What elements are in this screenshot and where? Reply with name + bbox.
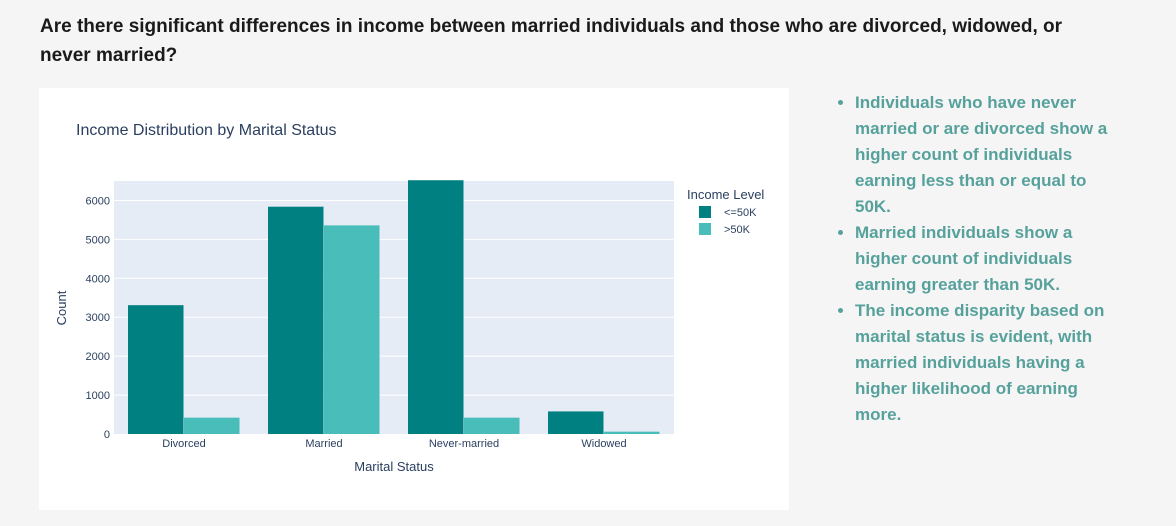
- question-heading: Are there significant differences in inc…: [40, 16, 1063, 66]
- bar-never-married-le50k[interactable]: [408, 180, 464, 434]
- x-tick-label: Married: [305, 438, 342, 450]
- bar-divorced-le50k[interactable]: [128, 305, 184, 434]
- insight-item: Married individuals show a higher count …: [855, 220, 1115, 298]
- insight-item: The income disparity based on marital st…: [855, 298, 1115, 428]
- legend[interactable]: Income Level <=50K >50K: [687, 187, 764, 236]
- y-tick-label: 0: [104, 429, 110, 441]
- insight-item: Individuals who have never married or ar…: [855, 90, 1115, 220]
- bar-divorced-gt50k[interactable]: [184, 417, 240, 434]
- legend-swatch[interactable]: [699, 223, 711, 235]
- legend-title: Income Level: [687, 187, 764, 202]
- legend-swatch[interactable]: [699, 206, 711, 218]
- insights-list: Individuals who have never married or ar…: [834, 90, 1115, 428]
- bar-married-le50k[interactable]: [268, 206, 324, 434]
- legend-label[interactable]: <=50K: [724, 207, 757, 219]
- chart-title: Income Distribution by Marital Status: [76, 122, 337, 139]
- bar-married-gt50k[interactable]: [324, 225, 380, 434]
- bar-widowed-gt50k[interactable]: [604, 431, 660, 434]
- y-axis-label: Count: [54, 290, 69, 325]
- y-tick-label: 4000: [86, 273, 110, 285]
- x-tick-label: Widowed: [581, 438, 626, 450]
- bar-chart: Income Distribution by Marital Status 0 1…: [54, 122, 764, 474]
- bar-widowed-le50k[interactable]: [548, 411, 604, 434]
- gridlines: [114, 199, 674, 396]
- x-tick-label: Divorced: [162, 438, 205, 450]
- x-axis-label: Marital Status: [354, 459, 434, 474]
- bars: [128, 180, 660, 434]
- bar-never-married-gt50k[interactable]: [464, 417, 520, 434]
- legend-label[interactable]: >50K: [724, 224, 751, 236]
- x-axis-ticks: Divorced Married Never-married Widowed: [162, 438, 626, 450]
- x-tick-label: Never-married: [429, 438, 499, 450]
- y-tick-label: 6000: [86, 195, 110, 207]
- y-tick-label: 5000: [86, 234, 110, 246]
- plot-area: [114, 181, 674, 434]
- y-tick-label: 3000: [86, 312, 110, 324]
- y-axis-ticks: 0 1000 2000 3000 4000 5000 6000: [86, 195, 110, 441]
- chart-card: Income Distribution by Marital Status 0 1…: [39, 88, 789, 510]
- y-tick-label: 2000: [86, 351, 110, 363]
- y-tick-label: 1000: [86, 390, 110, 402]
